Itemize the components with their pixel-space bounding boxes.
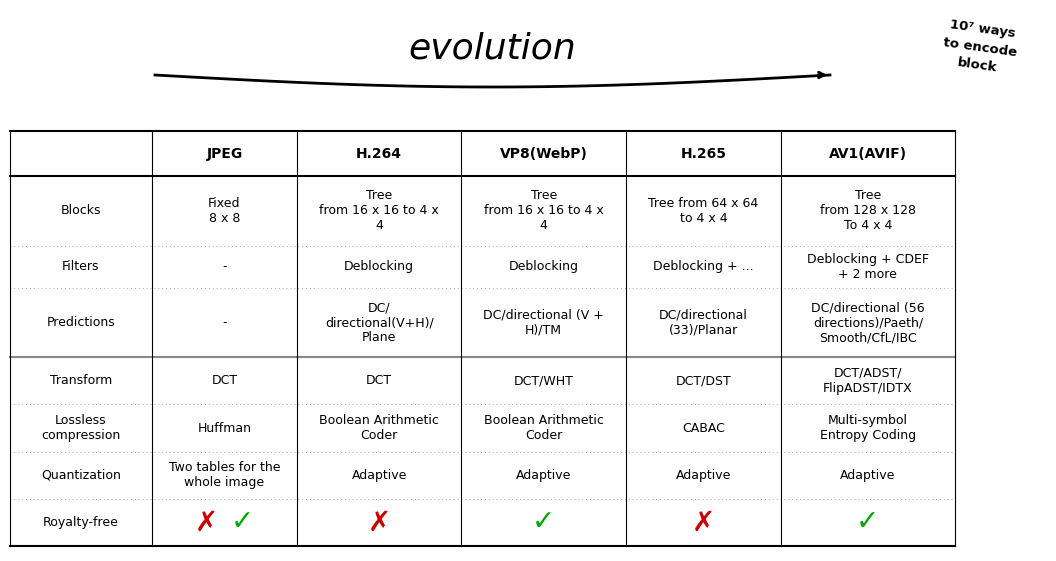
Text: DC/directional (56
directions)/Paeth/
Smooth/CfL/IBC: DC/directional (56 directions)/Paeth/ Sm… xyxy=(811,301,925,344)
Text: Deblocking + ...: Deblocking + ... xyxy=(653,260,754,273)
Text: Transform: Transform xyxy=(50,374,112,387)
Text: H.264: H.264 xyxy=(356,146,402,160)
Text: 10⁷ ways
to encode
block: 10⁷ ways to encode block xyxy=(940,18,1020,77)
Text: DCT/ADST/
FlipADST/IDTX: DCT/ADST/ FlipADST/IDTX xyxy=(823,367,912,395)
Text: DC/
directional(V+H)/
Plane: DC/ directional(V+H)/ Plane xyxy=(325,301,434,344)
Text: ✗: ✗ xyxy=(692,508,715,536)
Text: DCT: DCT xyxy=(366,374,392,387)
Text: H.265: H.265 xyxy=(680,146,727,160)
Text: Lossless
compression: Lossless compression xyxy=(41,414,120,442)
Text: Tree
from 16 x 16 to 4 x
4: Tree from 16 x 16 to 4 x 4 xyxy=(319,189,439,232)
Text: DC/directional (V +
H)/TM: DC/directional (V + H)/TM xyxy=(484,309,604,337)
Text: Huffman: Huffman xyxy=(197,421,251,435)
Text: Adaptive: Adaptive xyxy=(676,469,731,482)
Text: Filters: Filters xyxy=(62,260,99,273)
Text: AV1(AVIF): AV1(AVIF) xyxy=(829,146,907,160)
Text: Quantization: Quantization xyxy=(41,469,121,482)
Text: -: - xyxy=(222,260,227,273)
Text: Boolean Arithmetic
Coder: Boolean Arithmetic Coder xyxy=(484,414,604,442)
Text: Fixed
8 x 8: Fixed 8 x 8 xyxy=(208,197,241,225)
Text: CABAC: CABAC xyxy=(682,421,724,435)
Text: DCT/WHT: DCT/WHT xyxy=(514,374,573,387)
Text: Two tables for the
whole image: Two tables for the whole image xyxy=(169,461,280,489)
Text: Royalty-free: Royalty-free xyxy=(43,516,119,529)
Text: DCT: DCT xyxy=(211,374,238,387)
Text: DC/directional
(33)/Planar: DC/directional (33)/Planar xyxy=(659,309,748,337)
Text: VP8(WebP): VP8(WebP) xyxy=(499,146,587,160)
Text: Adaptive: Adaptive xyxy=(352,469,407,482)
Text: Tree
from 128 x 128
To 4 x 4: Tree from 128 x 128 To 4 x 4 xyxy=(819,189,916,232)
Text: Deblocking: Deblocking xyxy=(344,260,414,273)
Text: Adaptive: Adaptive xyxy=(516,469,571,482)
Text: ✗: ✗ xyxy=(367,508,391,536)
Text: Predictions: Predictions xyxy=(46,316,115,329)
Text: DCT/DST: DCT/DST xyxy=(676,374,731,387)
Text: Deblocking + CDEF
+ 2 more: Deblocking + CDEF + 2 more xyxy=(807,252,929,280)
Text: Tree from 64 x 64
to 4 x 4: Tree from 64 x 64 to 4 x 4 xyxy=(648,197,758,225)
Text: ✗: ✗ xyxy=(195,508,219,536)
Text: Multi-symbol
Entropy Coding: Multi-symbol Entropy Coding xyxy=(819,414,916,442)
Text: ✓: ✓ xyxy=(231,508,254,536)
Text: Blocks: Blocks xyxy=(61,204,101,217)
Text: ✓: ✓ xyxy=(856,508,880,536)
Text: Adaptive: Adaptive xyxy=(841,469,895,482)
Text: evolution: evolution xyxy=(409,31,577,65)
Text: Boolean Arithmetic
Coder: Boolean Arithmetic Coder xyxy=(319,414,439,442)
Text: Deblocking: Deblocking xyxy=(509,260,579,273)
Text: Tree
from 16 x 16 to 4 x
4: Tree from 16 x 16 to 4 x 4 xyxy=(484,189,604,232)
Text: ✓: ✓ xyxy=(532,508,555,536)
Text: JPEG: JPEG xyxy=(206,146,243,160)
Text: -: - xyxy=(222,316,227,329)
